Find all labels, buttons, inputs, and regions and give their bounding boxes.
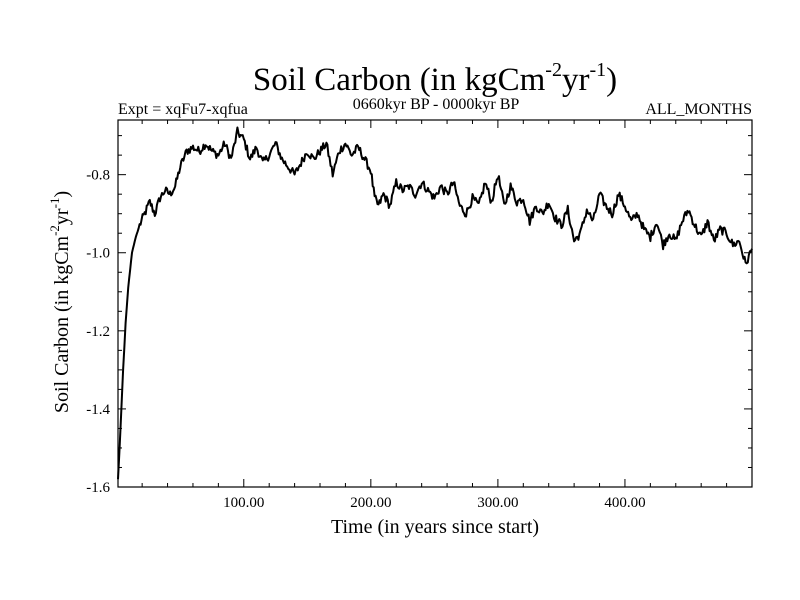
- plot-frame: [117, 119, 753, 488]
- period-label: 0660kyr BP - 0000kyr BP: [353, 96, 520, 113]
- y-tick-label: -1.2: [86, 324, 110, 340]
- y-axis-ticks: -1.6 -1.4 -1.2 -1.0 -0.8: [86, 168, 752, 496]
- y-axis-label-main: Soil Carbon (in kgCm: [51, 235, 73, 413]
- y-axis-label: Soil Carbon (in kgCm-2yr-1): [47, 191, 73, 413]
- chart-title-close: ): [606, 62, 617, 98]
- x-axis-minor-ticks: [141, 120, 728, 487]
- months-label: ALL_MONTHS: [645, 101, 752, 118]
- y-axis-label-sup1: -2: [47, 225, 62, 236]
- y-axis-minor-ticks: [118, 135, 752, 468]
- x-axis-label: Time (in years since start): [331, 516, 539, 538]
- x-tick-label: 400.00: [604, 495, 645, 511]
- chart-title-mid: yr: [562, 62, 590, 98]
- x-tick-label: 300.00: [477, 495, 518, 511]
- x-tick-label: 200.00: [350, 495, 391, 511]
- chart-title-main: Soil Carbon (in kgCm: [253, 62, 546, 98]
- y-tick-label: -1.0: [86, 246, 110, 262]
- x-tick-label: 100.00: [223, 495, 264, 511]
- y-axis-label-close: ): [51, 191, 73, 198]
- experiment-label: Expt = xqFu7-xqfua: [118, 101, 248, 118]
- chart-title-sup1: -2: [545, 59, 562, 81]
- series-line-soil-carbon: [117, 126, 753, 480]
- x-axis-ticks: 100.00 200.00 300.00 400.00: [223, 120, 646, 511]
- chart-title: Soil Carbon (in kgCm-2yr-1): [253, 59, 617, 98]
- y-tick-label: -1.4: [86, 402, 110, 418]
- y-tick-label: -1.6: [86, 480, 110, 496]
- y-tick-label: -0.8: [86, 168, 110, 184]
- y-axis-label-sup2: -1: [47, 198, 62, 209]
- chart-title-sup2: -1: [589, 59, 606, 81]
- y-axis-label-mid: yr: [51, 208, 73, 225]
